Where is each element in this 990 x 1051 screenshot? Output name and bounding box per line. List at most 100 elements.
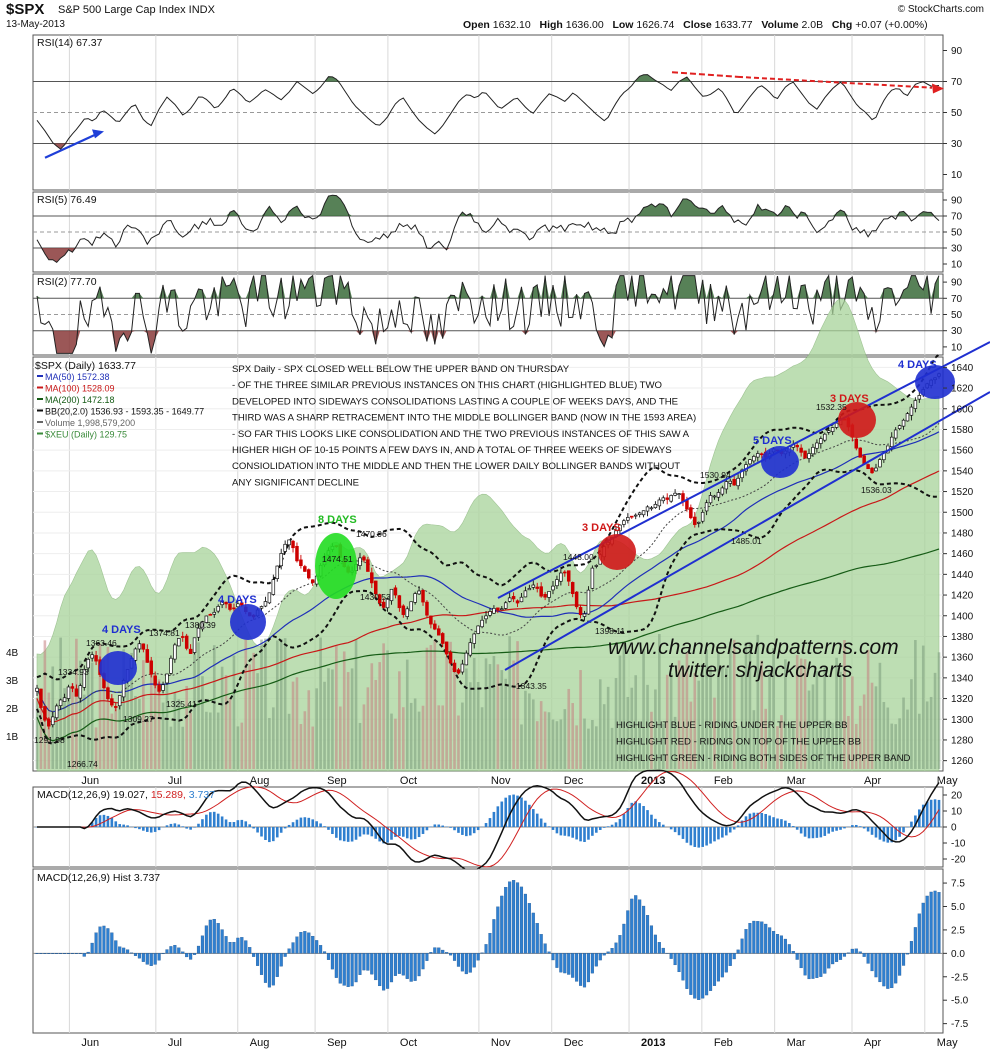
legend-swatch: [37, 409, 43, 412]
candle-body: [677, 493, 681, 495]
hist-bar: [122, 947, 126, 954]
candle-body: [409, 601, 413, 612]
hist-bar: [642, 905, 646, 954]
volume-bar: [638, 721, 641, 769]
macd-hist-bar: [595, 827, 598, 833]
candle-body: [507, 597, 512, 602]
hist-bar: [764, 923, 768, 954]
commentary-line: HIGHER HIGH OF 10-15 POINTS A FEW DAYS I…: [232, 445, 672, 456]
hist-bar: [866, 953, 870, 964]
macd-hist-bar: [484, 823, 488, 827]
candle-body: [488, 611, 492, 616]
candle-body: [58, 699, 63, 706]
volume-bar: [149, 659, 153, 769]
macd-hist-bar: [669, 827, 673, 830]
y-tick-label: 1560: [951, 446, 974, 457]
volume-bar: [618, 655, 622, 769]
hist-bar: [543, 943, 547, 954]
hist-bar: [137, 953, 141, 959]
macd-hist-bar: [803, 827, 807, 837]
volume-bar: [244, 639, 248, 769]
candle-body: [795, 445, 799, 448]
macd-hist-bar: [606, 826, 610, 827]
hist-bar: [319, 945, 323, 954]
macd-hist-bar: [106, 815, 110, 827]
legend-swatch: [37, 375, 43, 377]
rsi5-title: RSI(5) 76.49: [37, 194, 97, 206]
candle-body: [826, 430, 831, 433]
macd-hist-bar: [528, 804, 531, 827]
hist-bar: [594, 953, 598, 967]
hist-bar: [630, 898, 634, 954]
volume-bar: [181, 726, 185, 769]
macd-hist-bar: [492, 811, 496, 827]
volume-bar: [579, 670, 582, 769]
volume-bar: [528, 693, 531, 769]
candle-body: [310, 579, 315, 583]
volume-bar: [555, 721, 559, 769]
price-label: 1325.41: [166, 699, 197, 709]
hist-bar: [55, 953, 59, 954]
volume-bar: [898, 718, 901, 769]
volume-bar: [870, 682, 874, 769]
y-tick-label: -7.5: [951, 1019, 969, 1030]
candle-body: [51, 716, 55, 726]
volume-bar: [910, 679, 913, 769]
highlight-note: HIGHLIGHT BLUE - RIDING UNDER THE UPPER …: [616, 720, 848, 731]
candle-body: [515, 600, 520, 604]
hist-bar: [657, 942, 661, 954]
legend-entry: BB(20,2.0) 1536.93 - 1593.35 - 1649.77: [45, 407, 204, 417]
candle-body: [811, 446, 815, 455]
macd-hist-bar: [110, 817, 114, 827]
macd-hist-bar: [118, 824, 122, 827]
candle-body: [70, 686, 75, 689]
candle-body: [405, 608, 410, 617]
hist-bar: [598, 953, 602, 961]
volume-bar: [71, 683, 74, 769]
macd-hist-bar: [449, 827, 452, 828]
volume-label: Volume: [761, 19, 799, 31]
volume-bar: [378, 662, 381, 769]
volume-bar: [583, 718, 586, 769]
y-tick-label: 10: [951, 260, 963, 271]
hist-bar: [744, 929, 748, 954]
x-tick-label: Mar: [787, 775, 806, 787]
macd-hist-bar: [819, 827, 823, 838]
hist-bar: [716, 953, 720, 982]
rsi5-line: [36, 194, 940, 264]
macd-hist-bar: [914, 815, 917, 827]
volume-bar: [319, 637, 322, 769]
macd-hist-bar: [374, 827, 378, 839]
y-tick-label: -10: [951, 839, 966, 850]
y-tick-label: 20: [951, 791, 963, 802]
candle-body: [649, 507, 654, 510]
hist-title: MACD(12,26,9) Hist 3.737: [37, 872, 160, 884]
hist-bar: [212, 918, 216, 954]
volume-bar: [780, 715, 783, 769]
macd-hist-bar: [563, 827, 567, 836]
volume-bar: [338, 706, 342, 769]
close-value: 1633.77: [714, 19, 753, 31]
macd-hist-bar: [323, 826, 326, 827]
volume-bar: [902, 697, 905, 769]
candle-body: [145, 649, 150, 663]
macd-hist-bar: [134, 827, 137, 829]
candle-body: [594, 565, 599, 567]
candle-body: [397, 595, 402, 609]
volume-bar: [122, 649, 125, 769]
macd-hist-bar: [591, 827, 594, 836]
low-label: Low: [612, 19, 634, 31]
hist-bar: [693, 953, 697, 999]
hist-bar: [480, 952, 484, 954]
price-label: 1448.00: [563, 552, 594, 562]
rsi2-line: [36, 274, 940, 354]
hist-bar: [464, 953, 468, 975]
volume-bar: [697, 680, 701, 769]
hist-bar: [902, 953, 906, 966]
macd-hist-bar: [764, 814, 767, 827]
candle-body: [82, 669, 87, 688]
hist-bar: [259, 953, 264, 975]
macd-hist-bar: [575, 827, 578, 840]
candle-body: [917, 395, 922, 400]
volume-bar: [82, 694, 86, 769]
